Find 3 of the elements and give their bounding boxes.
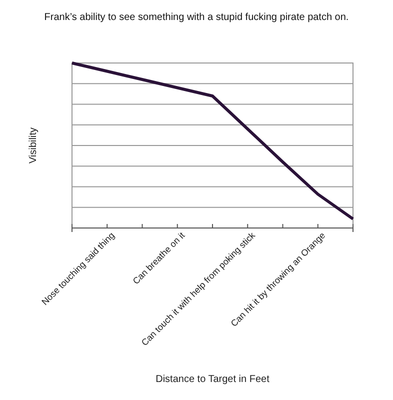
- x-axis-title: Distance to Target in Feet: [156, 374, 270, 385]
- chart-title: Frank’s ability to see something with a stupid fucking pirate patch on.: [44, 12, 349, 23]
- y-axis-title: Visibility: [28, 128, 39, 164]
